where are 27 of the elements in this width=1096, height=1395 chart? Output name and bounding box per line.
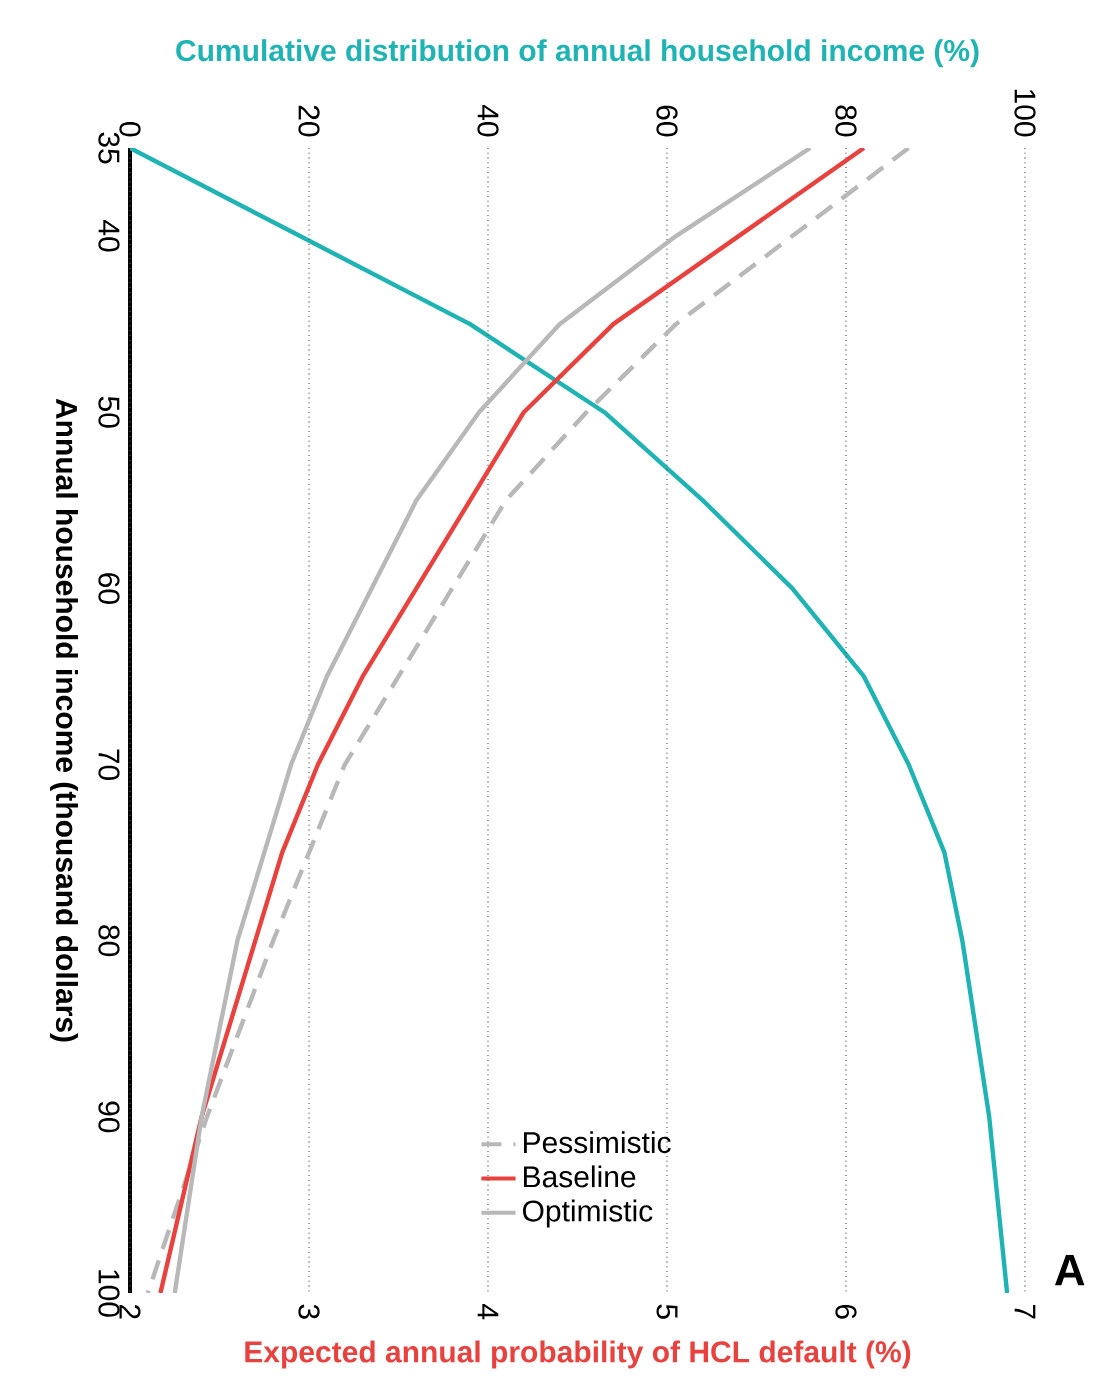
y-tick-label: 80 (98, 925, 120, 957)
x-tick-label: 4 (477, 1304, 499, 1320)
x2-tick-label: 40 (477, 104, 499, 137)
text: A (1055, 1254, 1085, 1286)
x-axis-title: Expected annual probability of HCL default (%) (245, 1340, 911, 1369)
x2-tick-label: 20 (298, 105, 320, 137)
x2-tick-label: 100 (1014, 89, 1036, 137)
y-tick-label: 50 (98, 396, 120, 428)
y-tick-label: 100 (98, 1270, 120, 1317)
x-tick-label: 5 (656, 1304, 678, 1319)
legend-label: Pessimistic (524, 1131, 671, 1154)
x-tick-label: 2 (119, 1304, 141, 1319)
y-tick-label: 70 (98, 749, 120, 781)
x-tick-label: 6 (835, 1304, 857, 1319)
y-axis-title: Annual household income (thousand dollars) (50, 398, 79, 1042)
y-tick-label: 40 (98, 220, 120, 252)
x-tick-label: 3 (298, 1304, 320, 1319)
x2-tick-label: 80 (835, 105, 857, 137)
y-tick-label: 35 (98, 132, 120, 164)
x-tick-label: 7 (1014, 1304, 1036, 1319)
x2-tick-label: 60 (656, 105, 678, 137)
y-tick-label: 60 (98, 573, 120, 604)
x2-tick-label: 0 (119, 122, 141, 137)
legend-label: Optimistic (523, 1199, 653, 1228)
legend-label: Baseline (524, 1165, 636, 1188)
y-tick-label: 90 (98, 1101, 120, 1133)
x2-axis-title: Cumulative distribution of annual household income (%) (176, 39, 979, 68)
